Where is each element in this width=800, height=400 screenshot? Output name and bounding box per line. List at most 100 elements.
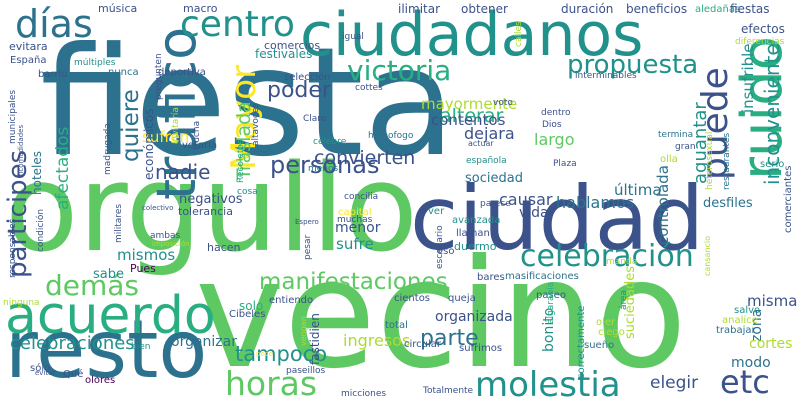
word-deportiva: deportiva <box>158 67 206 78</box>
word-nunca: nunca <box>108 67 139 78</box>
word-pues: Pues <box>130 262 156 275</box>
word-sufren: sufren <box>142 128 190 146</box>
word-tolerancia: tolerancia <box>178 205 233 218</box>
word-multiples: múltiples <box>74 58 116 68</box>
word-calles: calles <box>514 21 524 47</box>
word-elegir: elegir <box>650 373 699 393</box>
word-sufre: sufre <box>336 235 374 253</box>
word-celebraciones: celebraciones <box>10 333 135 354</box>
word-economicos: económicos <box>142 108 156 180</box>
word-salvo: salvo <box>734 305 761 316</box>
word-barrio: barrio <box>38 69 68 80</box>
word-fastidien: fastidien <box>308 313 322 365</box>
word-cibeles: Cibeles <box>229 309 266 320</box>
word-muchas: muchas <box>337 215 373 225</box>
word-ver: ver <box>428 206 445 217</box>
word-invitaria: Invitaría <box>171 107 181 144</box>
word-oler: oler <box>596 317 616 328</box>
word-quiere: quiere <box>118 89 144 162</box>
word-afectados: afectados <box>53 126 73 210</box>
word-restaurantes: restaurantes <box>722 132 732 190</box>
word-hacen: hacen <box>207 241 241 254</box>
word-madrugada: madrugada <box>103 123 113 175</box>
word-militares: militares <box>114 203 124 243</box>
word-bien: bien <box>131 342 151 352</box>
word-celebracion: celebración <box>520 239 694 274</box>
word-vida: vida <box>519 205 549 221</box>
word-ciudadanos: ciudadanos <box>300 0 644 70</box>
word-propuesta: propuesta <box>567 50 699 80</box>
word-insufrible: insufrible <box>739 43 757 113</box>
word-poder: poder <box>267 78 331 103</box>
word-ilimitar: ilimitar <box>398 2 441 16</box>
word-solo: sólo <box>30 363 51 374</box>
word-analice: analice <box>722 315 758 326</box>
word-queja: queja <box>448 293 476 304</box>
word-molestia: molestia <box>475 365 621 400</box>
word-parte: parte <box>420 326 479 351</box>
word-interminables: interminables <box>575 71 637 81</box>
word-convierten: convierten <box>314 147 416 169</box>
word-orgullo: orgullo <box>5 140 418 279</box>
word-totalmente: Totalmente <box>423 386 474 396</box>
word-seleccion: selección <box>284 72 331 83</box>
word-manda: manda <box>606 257 638 267</box>
word-dias: días <box>15 2 93 46</box>
word-sociedad: sociedad <box>465 171 523 186</box>
word-ciego: ciego <box>598 327 625 338</box>
word-causar: causar <box>499 190 553 209</box>
word-horas: horas <box>225 364 318 400</box>
word-comerciantes: comerciantes <box>783 165 794 233</box>
word-comercios: comercios <box>264 39 321 52</box>
word-gran: gran <box>675 142 696 152</box>
word-paseo: paseo <box>536 290 566 301</box>
word-heterosexual: heterosexual <box>705 131 715 190</box>
word-algarabia: algarabía <box>546 281 556 324</box>
word-misma: misma <box>747 292 798 310</box>
word-olla: olla <box>660 154 678 165</box>
word-duracion: duración <box>561 2 614 16</box>
word-musica: música <box>98 2 138 15</box>
word-ciudad: ciudad <box>410 167 705 270</box>
word-serio: serio <box>760 159 785 170</box>
word-trabajar: trabajar <box>716 325 756 336</box>
word-tampoco: tampoco <box>235 342 328 366</box>
word-vengan: vengan <box>299 316 308 346</box>
word-centro: centro <box>180 4 295 45</box>
word-menor: menor <box>335 220 381 236</box>
word-resto: resto <box>5 303 208 396</box>
word-colectivo: colectivo <box>142 204 174 212</box>
word-termina: termina <box>658 130 694 140</box>
word-evitar: evitar <box>35 369 56 377</box>
word-controlada: controlada <box>654 165 672 245</box>
word-concilia: concilia <box>344 192 379 202</box>
word-espero: Espero <box>295 218 319 226</box>
word-dejara: dejara <box>464 124 515 143</box>
word-manifestaciones: manifestaciones <box>259 269 448 295</box>
word-cansancio: cansancio <box>703 235 712 276</box>
word-vecino: vecino <box>195 228 688 400</box>
word-modo: modo <box>731 355 771 371</box>
word-alterar: alterar <box>440 105 504 127</box>
word-dentro: dentro <box>541 108 571 118</box>
word-victoria: victoria <box>347 54 452 87</box>
word-total: total <box>385 320 408 331</box>
word-hablamos: hablamos <box>556 193 635 212</box>
word-solo: solo <box>239 299 264 313</box>
word-altavoces: altavoces <box>251 102 261 146</box>
word-homofogo: homofogo <box>368 131 414 141</box>
word-organizar: organizar <box>171 334 237 350</box>
word-personas: personas <box>270 151 380 179</box>
word-largo: largo <box>534 130 575 149</box>
word-contentos: contentos <box>431 111 506 129</box>
word-responsables: responsables <box>8 218 18 278</box>
word-capital: capital <box>338 207 372 218</box>
word-nadie: nadie <box>155 160 211 184</box>
word-espana: España <box>10 55 47 66</box>
word-etc: etc <box>720 363 770 400</box>
word-organizada: organizada <box>435 309 513 325</box>
word-sueno: sueño <box>584 340 615 351</box>
word-ninguna: ninguna <box>3 298 40 308</box>
word-hoteles: hoteles <box>30 150 44 195</box>
